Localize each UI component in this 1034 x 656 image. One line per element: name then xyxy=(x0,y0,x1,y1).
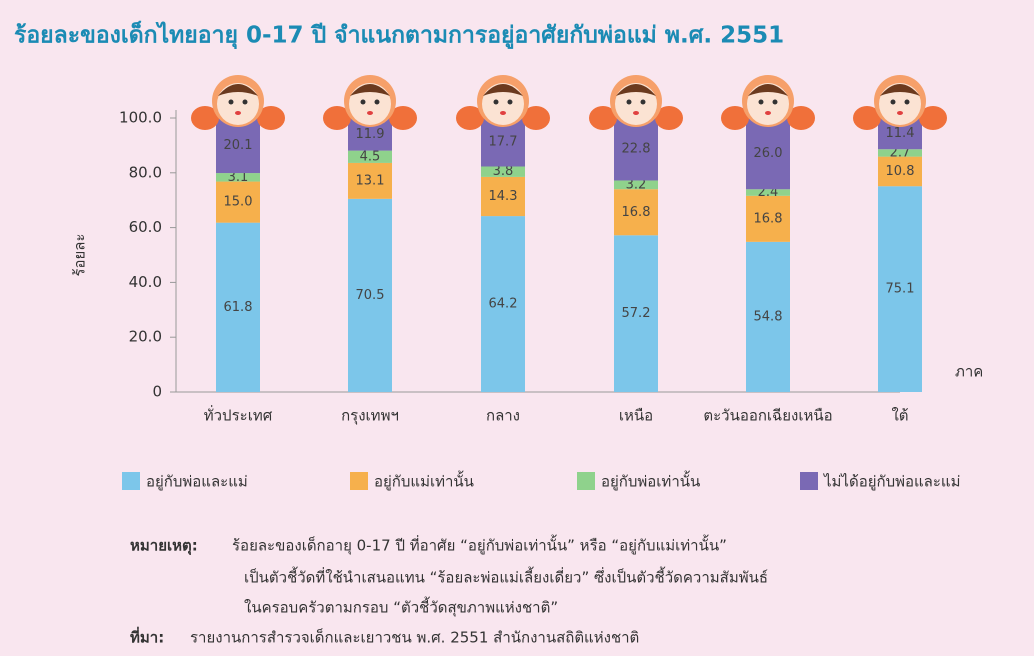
x-tick-label: เหนือ xyxy=(619,407,653,425)
mascot-eye xyxy=(627,100,632,105)
legend-label: อยู่กับแม่เท่านั้น xyxy=(374,471,474,491)
mascot-eye xyxy=(243,100,248,105)
mascot-eye xyxy=(361,100,366,105)
mascot-mouth xyxy=(367,111,373,115)
source-text: รายงานการสำรวจเด็กและเยาวชน พ.ศ. 2551 สำ… xyxy=(190,628,639,647)
y-axis-label: ร้อยละ xyxy=(71,233,89,276)
mascot-eye xyxy=(375,100,380,105)
note-line: ร้อยละของเด็กอายุ 0-17 ปี ที่อาศัย “อยู่… xyxy=(232,535,727,556)
value-label: 16.8 xyxy=(754,211,783,226)
x-tick-label: ใต้ xyxy=(891,407,908,425)
value-label: 15.0 xyxy=(224,195,253,210)
value-label: 70.5 xyxy=(356,288,385,303)
mascot-mouth xyxy=(765,111,771,115)
legend-label: ไม่ได้อยู่กับพ่อและแม่ xyxy=(823,473,961,491)
y-tick-label: 60.0 xyxy=(129,218,162,236)
x-tick-label: ตะวันออกเฉียงเหนือ xyxy=(703,407,832,425)
chart-title: ร้อยละของเด็กไทยอายุ 0-17 ปี จำแนกตามการ… xyxy=(14,20,784,50)
mascot-eye xyxy=(773,100,778,105)
y-tick-label: 0 xyxy=(152,383,162,401)
note-line: เป็นตัวชี้วัดที่ใช้นำเสนอแทน “ร้อยละพ่อแ… xyxy=(244,567,768,587)
mascot-mouth xyxy=(897,111,903,115)
note-label: หมายเหตุ: xyxy=(130,537,198,556)
value-label: 13.1 xyxy=(356,173,385,188)
value-label: 17.7 xyxy=(489,135,518,150)
value-label: 22.8 xyxy=(622,142,651,157)
value-label: 61.8 xyxy=(224,300,253,315)
legend-label: อยู่กับพ่อและแม่ xyxy=(146,473,248,491)
value-label: 11.4 xyxy=(886,126,915,141)
value-label: 20.1 xyxy=(224,138,253,153)
value-label: 14.3 xyxy=(489,189,518,204)
y-tick-label: 100.0 xyxy=(119,109,162,127)
mascot-eye xyxy=(229,100,234,105)
mascot-eye xyxy=(494,100,499,105)
legend-swatch xyxy=(350,472,368,490)
value-label: 16.8 xyxy=(622,205,651,220)
mascot-eye xyxy=(641,100,646,105)
note-line: ในครอบครัวตามกรอบ “ตัวชี้วัดสุขภาพแห่งชา… xyxy=(244,597,558,618)
value-label: 4.5 xyxy=(360,149,381,164)
mascot-eye xyxy=(759,100,764,105)
legend-swatch xyxy=(122,472,140,490)
y-tick-label: 20.0 xyxy=(129,328,162,346)
mascot-mouth xyxy=(500,111,506,115)
value-label: 57.2 xyxy=(622,306,651,321)
value-label: 26.0 xyxy=(754,146,783,161)
legend-swatch xyxy=(800,472,818,490)
y-tick-label: 80.0 xyxy=(129,163,162,181)
legend-label: อยู่กับพ่อเท่านั้น xyxy=(601,471,700,491)
mascot-eye xyxy=(891,100,896,105)
x-tick-label: กรุงเทพฯ xyxy=(341,407,399,426)
mascot-mouth xyxy=(633,111,639,115)
value-label: 10.8 xyxy=(886,164,915,179)
x-tick-label: ทั่วประเทศ xyxy=(204,405,273,425)
legend-swatch xyxy=(577,472,595,490)
value-label: 54.8 xyxy=(754,309,783,324)
value-label: 64.2 xyxy=(489,297,518,312)
value-label: 75.1 xyxy=(886,282,915,297)
chart: ร้อยละของเด็กไทยอายุ 0-17 ปี จำแนกตามการ… xyxy=(0,0,1034,656)
x-axis-label: ภาค xyxy=(955,363,983,381)
y-tick-label: 40.0 xyxy=(129,273,162,291)
mascot-eye xyxy=(905,100,910,105)
mascot-eye xyxy=(508,100,513,105)
mascot-mouth xyxy=(235,111,241,115)
x-tick-label: กลาง xyxy=(486,407,520,425)
value-label: 11.9 xyxy=(356,127,385,142)
source-label: ที่มา: xyxy=(130,627,164,647)
